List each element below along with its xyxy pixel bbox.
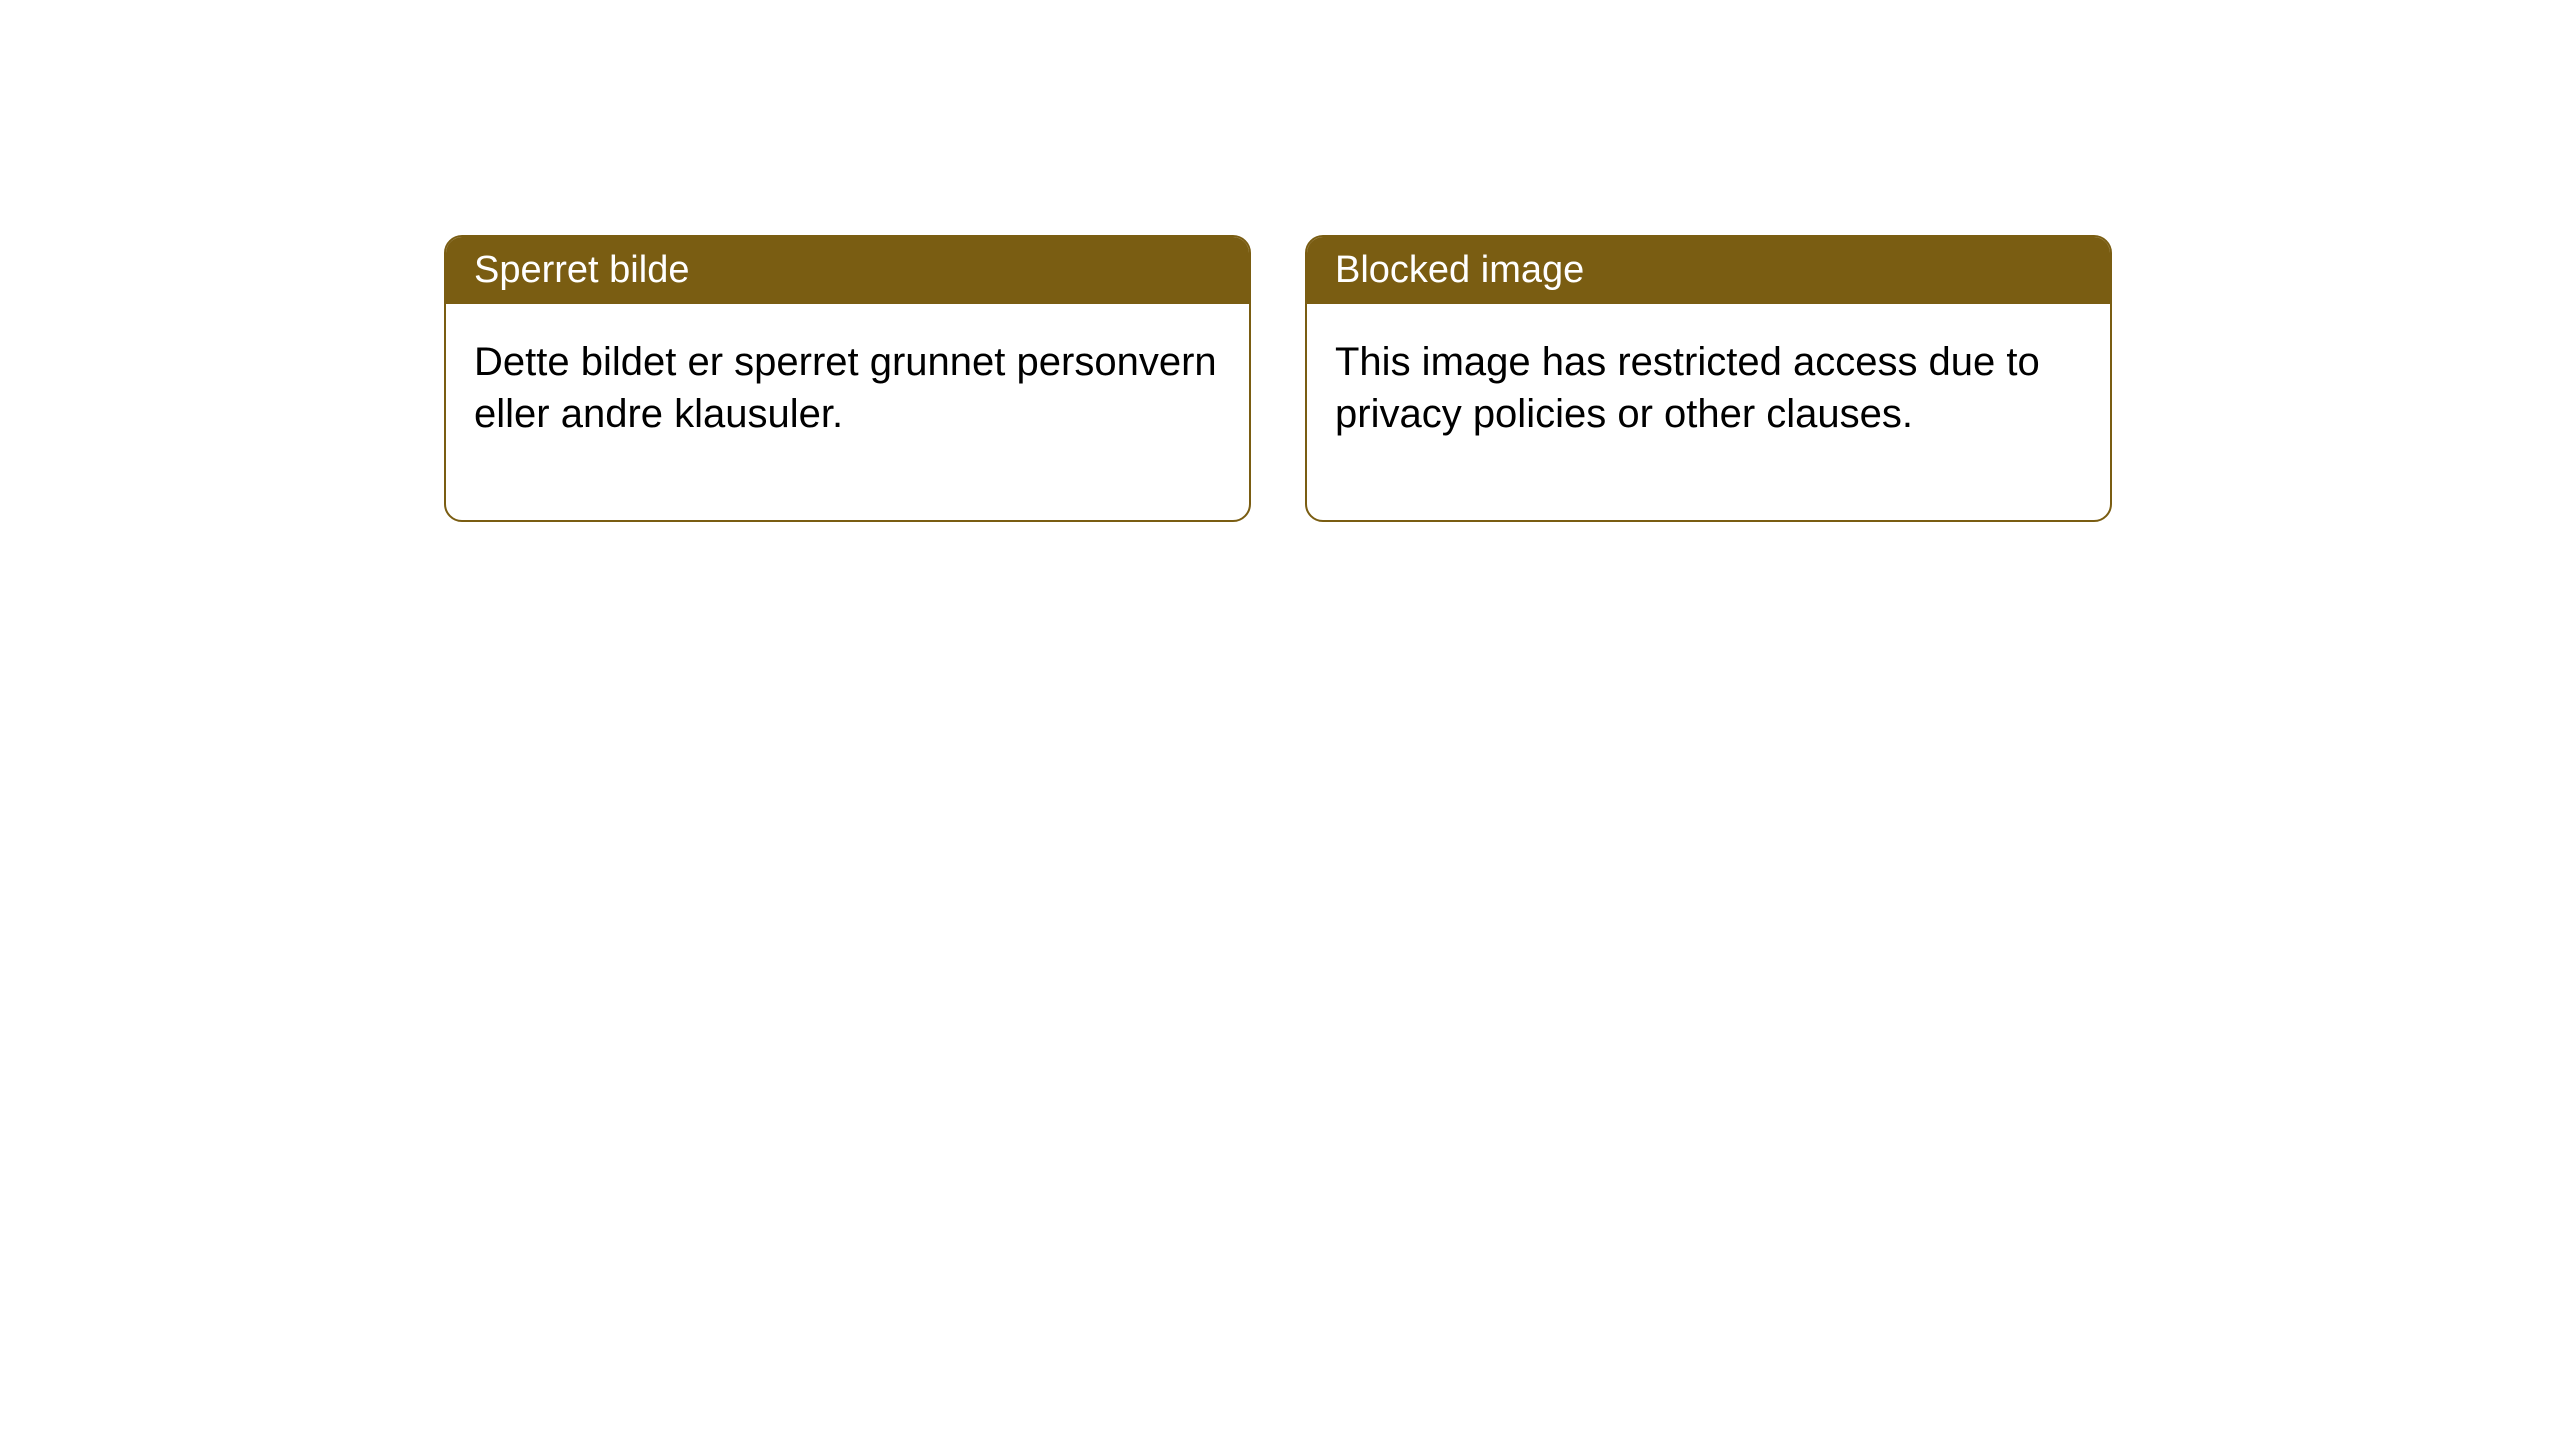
notice-header: Sperret bilde <box>446 237 1249 304</box>
notice-header: Blocked image <box>1307 237 2110 304</box>
notice-card-english: Blocked image This image has restricted … <box>1305 235 2112 522</box>
notice-body: Dette bildet er sperret grunnet personve… <box>446 304 1249 520</box>
notice-title: Blocked image <box>1335 249 1584 291</box>
notice-body: This image has restricted access due to … <box>1307 304 2110 520</box>
notice-title: Sperret bilde <box>474 249 689 291</box>
notice-container: Sperret bilde Dette bildet er sperret gr… <box>444 235 2112 522</box>
notice-body-text: Dette bildet er sperret grunnet personve… <box>474 340 1217 436</box>
notice-body-text: This image has restricted access due to … <box>1335 340 2040 436</box>
notice-card-norwegian: Sperret bilde Dette bildet er sperret gr… <box>444 235 1251 522</box>
